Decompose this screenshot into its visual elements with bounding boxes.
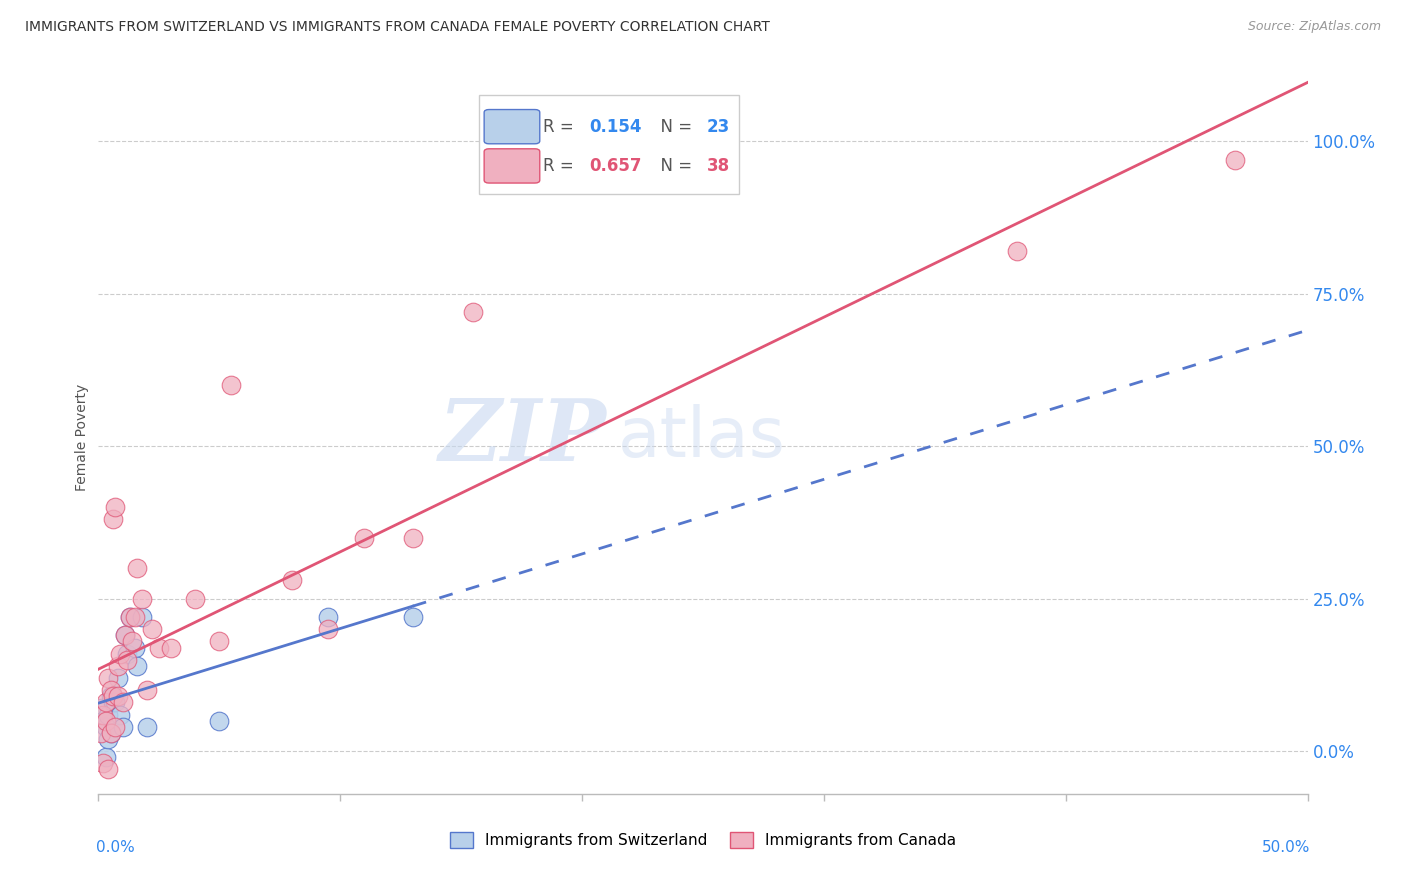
Point [1007,244,1029,258]
Point [160,640,183,655]
Text: ZIP: ZIP [439,395,606,479]
Point [135,720,157,734]
Point [104,720,127,734]
FancyBboxPatch shape [479,95,740,194]
Point [107,671,129,685]
FancyBboxPatch shape [484,110,540,144]
Point [184,591,207,606]
Point [101,512,124,526]
Text: 0.154: 0.154 [589,118,641,136]
Text: Source: ZipAtlas.com: Source: ZipAtlas.com [1247,20,1381,33]
Point [108,707,131,722]
Point [91,756,114,771]
Point [101,690,124,704]
Text: R =: R = [543,118,579,136]
Text: 38: 38 [707,157,730,175]
Point [118,610,141,624]
Point [1223,153,1246,167]
Point [104,695,127,709]
Point [221,378,243,392]
Text: R =: R = [543,157,579,175]
Text: 50.0%: 50.0% [1261,840,1310,855]
Point [118,610,141,624]
Point [97,671,120,685]
Point [94,750,117,764]
Text: N =: N = [650,118,697,136]
Point [107,690,129,704]
Point [117,653,139,667]
Text: IMMIGRANTS FROM SWITZERLAND VS IMMIGRANTS FROM CANADA FEMALE POVERTY CORRELATION: IMMIGRANTS FROM SWITZERLAND VS IMMIGRANT… [25,20,770,34]
Point [100,690,122,704]
Point [108,647,131,661]
Point [97,707,120,722]
Point [124,610,146,624]
Point [463,305,485,319]
Point [94,714,117,728]
Point [90,701,112,715]
Point [124,640,146,655]
Point [316,610,339,624]
Point [208,714,231,728]
Text: atlas: atlas [619,403,786,471]
Point [91,707,114,722]
FancyBboxPatch shape [484,149,540,183]
Point [94,720,117,734]
Point [91,714,114,728]
Point [107,658,129,673]
Point [97,731,120,746]
Point [97,763,120,777]
Point [121,634,143,648]
Legend: Immigrants from Switzerland, Immigrants from Canada: Immigrants from Switzerland, Immigrants … [443,826,963,854]
Point [111,720,134,734]
Point [281,574,304,588]
Point [100,726,122,740]
Text: 23: 23 [707,118,730,136]
Point [90,726,112,740]
Point [94,695,117,709]
Point [117,647,139,661]
Point [127,561,149,575]
Point [402,610,425,624]
Point [114,628,136,642]
Text: 0.0%: 0.0% [96,840,135,855]
Point [131,591,153,606]
Point [131,610,153,624]
Point [402,531,425,545]
Point [100,683,122,698]
Point [114,628,136,642]
Point [353,531,375,545]
Point [101,695,124,709]
Point [100,726,122,740]
Point [316,622,339,636]
Point [208,634,231,648]
Text: N =: N = [650,157,697,175]
Point [141,622,163,636]
Point [135,683,157,698]
Point [104,500,127,515]
Point [127,658,149,673]
Y-axis label: Female Poverty: Female Poverty [76,384,90,491]
Point [111,695,134,709]
Text: 0.657: 0.657 [589,157,641,175]
Point [148,640,170,655]
